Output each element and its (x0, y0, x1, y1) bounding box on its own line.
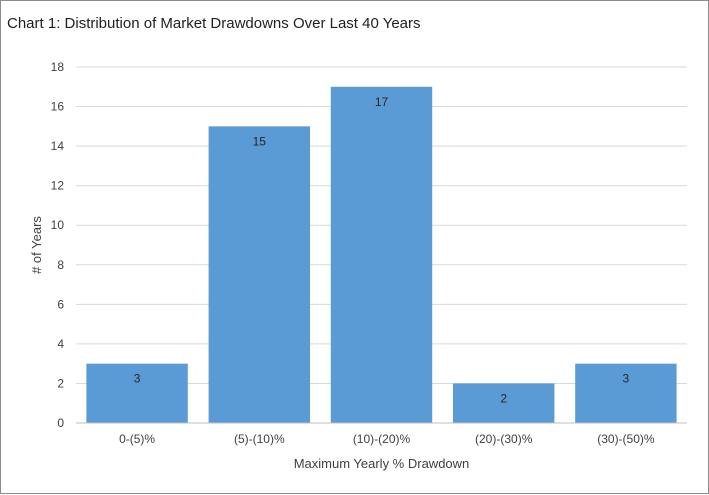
y-tick-label: 16 (51, 100, 65, 114)
y-tick-label: 4 (57, 337, 64, 351)
y-tick-label: 14 (51, 139, 65, 153)
data-label: 17 (375, 95, 389, 109)
x-tick-label: (10)-(20)% (353, 432, 411, 446)
y-axis-title: # of Years (29, 216, 44, 274)
data-label: 3 (134, 372, 141, 386)
bar (452, 383, 555, 423)
y-tick-label: 8 (57, 258, 64, 272)
bar (575, 363, 677, 423)
x-tick-label: (5)-(10)% (234, 432, 285, 446)
data-label: 2 (500, 391, 507, 405)
y-tick-label: 18 (51, 60, 65, 74)
axes: 0 2 4 6 8 10 12 14 16 18 0-(5)% (5)-(10)% (10)-(20)%… (51, 60, 687, 446)
x-tick-label: (20)-(30)% (475, 432, 533, 446)
y-tick-label: 10 (51, 218, 65, 232)
x-tick-label: 0-(5)% (119, 432, 155, 446)
x-axis-title: Maximum Yearly % Drawdown (294, 456, 470, 471)
data-label: 3 (623, 372, 630, 386)
y-tick-label: 12 (51, 179, 65, 193)
y-tick-label: 6 (57, 297, 64, 311)
chart-title: Chart 1: Distribution of Market Drawdown… (7, 15, 421, 32)
bar (86, 363, 188, 423)
y-tick-label: 2 (57, 376, 64, 390)
bar (208, 126, 311, 423)
data-label: 15 (253, 134, 267, 148)
bar (330, 86, 433, 424)
data-labels: 3 15 17 2 3 (134, 95, 630, 406)
y-tick-label: 0 (57, 416, 64, 430)
x-tick-label: (30)-(50)% (597, 432, 655, 446)
bars (86, 86, 677, 424)
